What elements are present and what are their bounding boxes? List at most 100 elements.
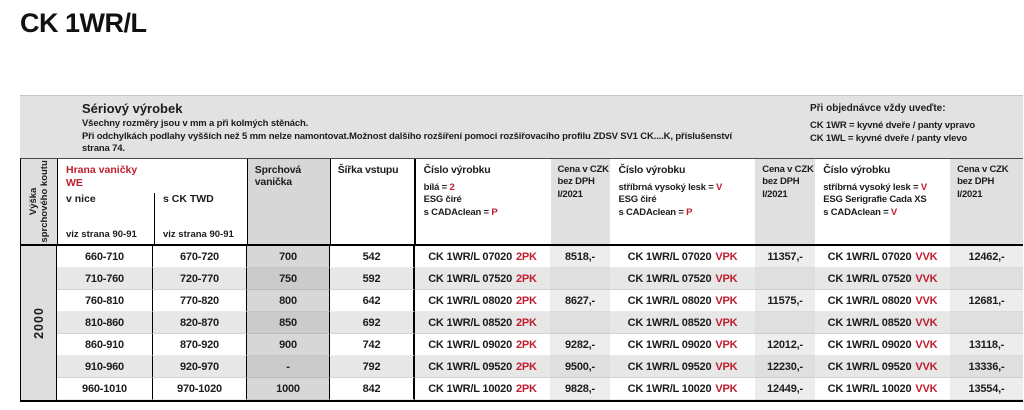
code-base: CK 1WR/L 07020	[627, 250, 712, 263]
code-base: CK 1WR/L 07520	[827, 272, 912, 285]
price-white-cell: 8627,-	[550, 290, 610, 312]
code-suffix: VVK	[915, 382, 938, 395]
twd-range-cell: 920-970	[153, 356, 247, 378]
code-base: CK 1WR/L 09020	[827, 338, 912, 351]
col-tray-edge-header: Hrana vaničky WE v nice viz strana 90-91…	[58, 159, 248, 244]
sub-col-twd: s CK TWD viz strana 90-91	[154, 193, 247, 244]
product-code-serigraphy-cell: CK 1WR/L 09020 VVK	[815, 334, 950, 356]
height-value: 2000	[31, 307, 46, 339]
code-base: CK 1WR/L 08520	[827, 316, 912, 329]
col-height-header: Výška sprchového koutu	[21, 159, 58, 244]
col-price-white-header: Cena v CZK bez DPH I/2021	[550, 159, 611, 244]
code-base: CK 1WR/L 09020	[428, 338, 512, 351]
code-suffix: VPK	[715, 382, 738, 395]
sub-col-niche: v nice viz strana 90-91	[58, 193, 154, 244]
variant-line: stříbrná vysoký lesk = V	[823, 182, 950, 194]
product-code-serigraphy-cell: CK 1WR/L 08020 VVK	[815, 290, 950, 312]
twd-range-cell: 820-870	[153, 312, 247, 334]
product-code-white-cell: CK 1WR/L 09520 2PK	[415, 356, 550, 378]
product-code-silver-cell: CK 1WR/L 09020 VPK	[610, 334, 755, 356]
order-note-1wl: CK 1WL = kyvné dveře / panty vlevo	[810, 132, 968, 144]
entry-width-cell: 642	[330, 290, 415, 312]
price-currency-line: Cena v CZK	[557, 164, 610, 175]
code-suffix: VVK	[915, 316, 938, 329]
cadaclean-label: s CADAclean =	[823, 206, 891, 218]
price-period-line: I/2021	[957, 188, 983, 200]
code-base: CK 1WR/L 07020	[428, 250, 512, 263]
code-base: CK 1WR/L 09020	[627, 338, 712, 351]
table-row: 660-710 670-720 700 542 CK 1WR/L 07020 2P…	[57, 246, 1023, 268]
variant-line: bílá = 2	[424, 182, 551, 194]
height-label: Výška sprchového koutu	[28, 160, 51, 242]
variant-label: stříbrná vysoký lesk =	[618, 182, 717, 193]
price-serigraphy-cell	[950, 268, 1023, 290]
cadaclean-code: P	[686, 206, 693, 218]
price-vat-line: bez DPH	[762, 176, 800, 188]
product-title: Číslo výrobku	[423, 164, 491, 176]
code-base: CK 1WR/L 07020	[827, 250, 912, 263]
price-silver-cell	[755, 312, 815, 334]
glass-line: ESG čiré	[618, 194, 657, 206]
series-info: Sériový výrobek Všechny rozměry jsou v m…	[82, 101, 792, 156]
entry-width-header-label: Šířka vstupu	[337, 164, 399, 176]
price-serigraphy-cell: 13336,-	[950, 356, 1023, 378]
niche-range-cell: 660-710	[57, 246, 153, 268]
price-period-line: I/2021	[762, 188, 788, 200]
code-suffix: VPK	[715, 294, 738, 307]
price-white-cell	[550, 268, 610, 290]
price-currency-line: Cena v CZK	[957, 164, 1009, 175]
price-vat-line: bez DPH	[557, 176, 595, 188]
price-period-line: I/2021	[557, 188, 583, 200]
code-base: CK 1WR/L 09520	[827, 360, 912, 373]
height-value-cell: 2000	[21, 246, 57, 400]
tray-edge-title-line2: WE	[66, 177, 83, 190]
niche-page-ref: viz strana 90-91	[66, 229, 137, 240]
order-info: Při objednávce vždy uveďte: CK 1WR = kyv…	[810, 103, 1020, 145]
tray-edge-subcolumns: v nice viz strana 90-91 s CK TWD viz str…	[58, 193, 247, 244]
table-rows: 660-710 670-720 700 542 CK 1WR/L 07020 2P…	[57, 246, 1023, 400]
code-suffix: 2PK	[516, 294, 537, 307]
product-code-white-cell: CK 1WR/L 08520 2PK	[415, 312, 550, 334]
tolerance-note: Při odchylkách podlahy vyšších než 5 mm …	[82, 130, 733, 142]
variant-label: bílá =	[423, 182, 450, 193]
price-silver-cell: 12012,-	[755, 334, 815, 356]
product-code-white-cell: CK 1WR/L 08020 2PK	[415, 290, 550, 312]
niche-range-cell: 710-760	[57, 268, 153, 290]
entry-width-cell: 542	[330, 246, 415, 268]
col-tray-header: Sprchová vanička	[247, 159, 331, 244]
price-silver-cell: 12230,-	[755, 356, 815, 378]
entry-width-cell: 742	[330, 334, 415, 356]
price-white-cell	[550, 312, 610, 334]
glass-line: ESG čiré	[423, 194, 462, 206]
code-base: CK 1WR/L 09520	[627, 360, 712, 373]
entry-width-cell: 592	[330, 268, 415, 290]
tray-size-cell: 900	[247, 334, 330, 356]
code-suffix: 2PK	[516, 382, 537, 395]
variant-code: V	[920, 182, 927, 193]
tray-size-cell: 850	[247, 312, 330, 334]
code-suffix: VPK	[715, 360, 738, 373]
code-suffix: VPK	[715, 316, 738, 329]
col-price-silver-header: Cena v CZK bez DPH I/2021	[755, 159, 816, 244]
code-suffix: 2PK	[516, 360, 537, 373]
cadaclean-label: s CADAclean =	[423, 206, 492, 218]
code-base: CK 1WR/L 10020	[827, 382, 912, 395]
code-base: CK 1WR/L 07520	[627, 272, 712, 285]
col-product-white-header: Číslo výrobku bílá = 2 ESG čiré s CADAcl…	[415, 159, 551, 244]
cadaclean-line: s CADAclean = P	[424, 207, 551, 219]
product-code-silver-cell: CK 1WR/L 08520 VPK	[610, 312, 755, 334]
price-silver-cell: 11357,-	[755, 246, 815, 268]
table-row: 760-810 770-820 800 642 CK 1WR/L 08020 2P…	[57, 290, 1023, 312]
product-code-serigraphy-cell: CK 1WR/L 07020 VVK	[815, 246, 950, 268]
product-code-serigraphy-cell: CK 1WR/L 07520 VVK	[815, 268, 950, 290]
code-suffix: 2PK	[516, 272, 537, 285]
cadaclean-code: V	[890, 206, 898, 218]
twd-range-cell: 670-720	[153, 246, 247, 268]
twd-range-cell: 870-920	[153, 334, 247, 356]
variant-code: 2	[449, 182, 455, 193]
code-base: CK 1WR/L 09520	[428, 360, 512, 373]
twd-range-cell: 970-1020	[153, 378, 247, 400]
price-currency-line: Cena v CZK	[762, 164, 814, 175]
price-silver-cell	[755, 268, 815, 290]
table-body: 2000 660-710 670-720 700 542 CK 1WR/L 07…	[20, 246, 1023, 402]
